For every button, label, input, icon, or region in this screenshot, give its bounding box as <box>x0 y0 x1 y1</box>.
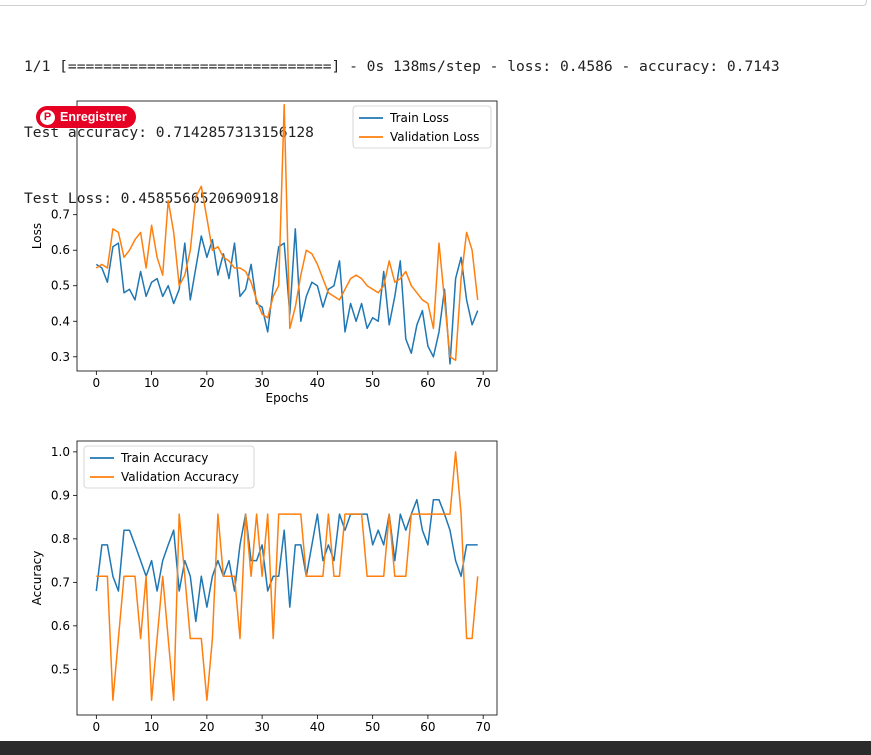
series-line <box>96 451 479 701</box>
x-tick-label: 10 <box>144 720 159 734</box>
series-train <box>95 228 479 365</box>
y-axis-label: Loss <box>30 223 44 249</box>
plot-frame <box>76 100 498 372</box>
y-tick-label: 0.5 <box>51 662 70 676</box>
plot-frame <box>76 440 498 716</box>
series-validation <box>95 103 479 362</box>
pinterest-icon: P <box>40 109 55 125</box>
pinterest-save-label: Enregistrer <box>60 110 127 124</box>
legend: Train Loss Validation Loss <box>352 105 492 149</box>
bottom-status-bar <box>0 741 871 755</box>
legend-box <box>83 445 255 489</box>
y-tick-label: 0.3 <box>51 350 70 364</box>
loss-chart: 0 10 20 30 40 50 60 70 0.3 0.4 0.5 0.6 0.7 Epochs Loss… <box>30 100 498 405</box>
series-train <box>95 498 478 623</box>
legend: Train Accuracy Validation Accuracy <box>83 445 255 489</box>
y-tick-label: 0.7 <box>51 208 70 222</box>
x-axis-label: Epochs <box>266 391 309 405</box>
y-tick-label: 0.5 <box>51 279 70 293</box>
x-tick-label: 10 <box>144 376 159 390</box>
legend-label: Train Loss <box>389 111 449 125</box>
y-tick-label: 0.8 <box>51 532 70 546</box>
x-tick-label: 70 <box>476 376 491 390</box>
series-validation <box>96 451 479 701</box>
accuracy-chart: 0 10 20 30 40 50 60 70 0.5 0.6 0.7 0.8 0.9 1.0 Accurac… <box>30 440 498 734</box>
x-tick-label: 30 <box>254 376 269 390</box>
x-tick-label: 60 <box>420 376 435 390</box>
series-line <box>95 228 479 365</box>
console-test-loss-line: Test Loss: 0.4585566520690918 <box>24 190 279 207</box>
console-output: 1/1 [==============================] - 0… <box>24 12 780 232</box>
x-tick-label: 40 <box>310 376 325 390</box>
x-tick-label: 70 <box>476 720 491 734</box>
y-tick-label: 0.7 <box>51 575 70 589</box>
y-tick-label: 0.6 <box>51 619 70 633</box>
pinterest-save-button[interactable]: P Enregistrer <box>36 106 136 128</box>
x-tick-label: 40 <box>310 720 325 734</box>
y-tick-label: 1.0 <box>51 445 70 459</box>
x-tick-label: 20 <box>199 720 214 734</box>
legend-label: Train Accuracy <box>120 451 208 465</box>
legend-label: Validation Loss <box>390 130 479 144</box>
x-tick-label: 50 <box>365 376 380 390</box>
console-test-accuracy-line: Test accuracy: 0.7142857313156128 <box>24 124 314 141</box>
y-axis-label: Accuracy <box>30 551 44 606</box>
series-line <box>95 103 479 362</box>
console-progress-line: 1/1 [==============================] - 0… <box>24 58 780 75</box>
legend-box <box>352 105 492 149</box>
y-tick-label: 0.6 <box>51 243 70 257</box>
series-line <box>95 498 478 623</box>
x-tick-label: 50 <box>365 720 380 734</box>
cell-top-border <box>0 0 867 6</box>
legend-label: Validation Accuracy <box>121 470 239 484</box>
x-tick-label: 20 <box>199 376 214 390</box>
x-tick-label: 30 <box>254 720 269 734</box>
y-tick-label: 0.9 <box>51 488 70 502</box>
x-tick-label: 60 <box>420 720 435 734</box>
y-tick-label: 0.4 <box>51 314 70 328</box>
x-tick-label: 0 <box>93 720 101 734</box>
x-tick-label: 0 <box>93 376 101 390</box>
